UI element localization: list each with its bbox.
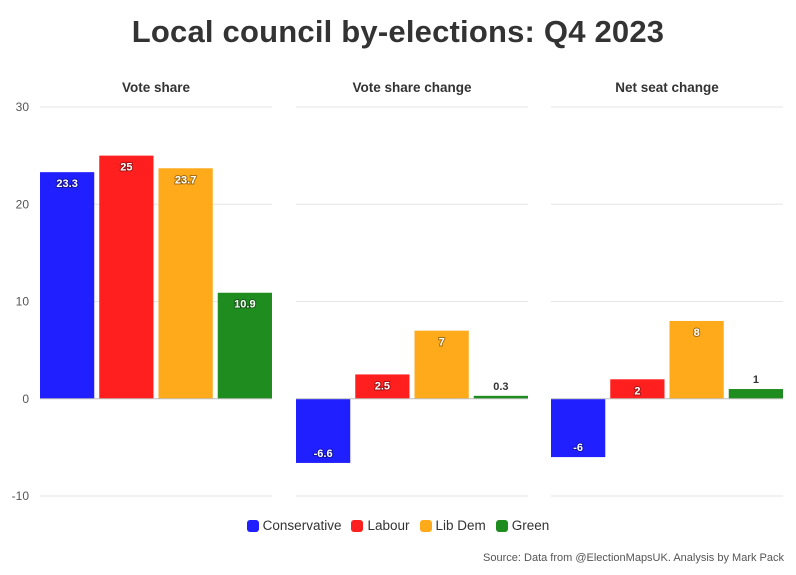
data-label: -6.6 [314,448,333,460]
data-label: 7 [439,337,445,349]
legend-item-green[interactable]: Green [495,518,550,533]
bar-lib-dem [414,330,469,399]
panel-title-vote-share: Vote share [121,80,191,95]
bar-conservative [296,398,351,463]
data-label: -6 [573,442,583,454]
y-tick-label: -10 [12,489,30,503]
bar-labour [99,155,154,399]
legend-item-conservative[interactable]: Conservative [246,518,342,533]
bar-labour [610,379,665,399]
data-label: 25 [120,162,132,174]
y-tick-label: 20 [16,197,30,211]
y-tick-label: 30 [16,100,30,114]
data-label: 8 [694,327,700,339]
y-tick-label: 10 [16,295,30,309]
chart-title: Local council by-elections: Q4 2023 [131,14,665,49]
data-label: 23.3 [56,178,77,190]
legend-label-green: Green [511,518,550,533]
data-label: 23.7 [175,174,196,186]
bar-green [728,389,783,399]
legend-swatch-conservative [246,519,259,532]
bar-lib-dem [669,320,724,399]
bar-labour [355,374,410,399]
bar-lib-dem [158,168,213,399]
legend-item-lib-dem[interactable]: Lib Dem [419,518,486,533]
legend-item-labour[interactable]: Labour [351,518,410,533]
data-label: 1 [753,374,759,386]
legend-swatch-lib-dem [419,519,432,532]
data-label: 10.9 [234,299,255,311]
bar-conservative [551,398,606,458]
bar-green [217,292,272,399]
legend-swatch-green [495,519,508,532]
legend-label-conservative: Conservative [262,518,342,533]
legend-swatch-labour [351,519,364,532]
panel-title-net-seat-change: Net seat change [615,80,719,95]
panel-title-vote-share-change: Vote share change [352,80,472,95]
data-label: 0.3 [493,381,508,393]
legend-label-lib-dem: Lib Dem [435,518,486,533]
data-label: 2.5 [375,380,390,392]
source-note: Source: Data from @ElectionMapsUK. Analy… [483,552,784,564]
legend: Conservative Labour Lib Dem Green [0,518,796,533]
bar-green [473,395,528,399]
legend-label-labour: Labour [367,518,410,533]
bar-conservative [40,172,95,399]
data-label: 2 [634,385,640,397]
y-tick-label: 0 [22,392,29,406]
